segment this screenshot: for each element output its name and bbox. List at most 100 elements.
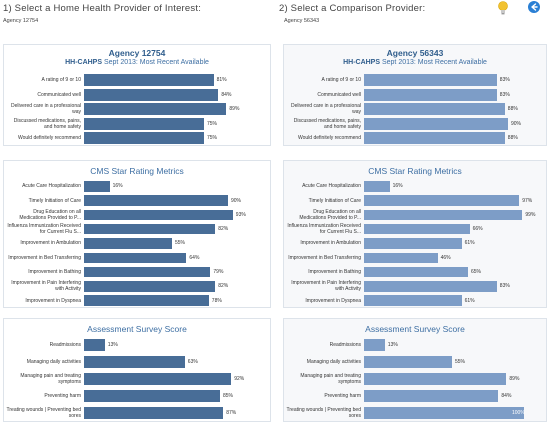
metric-bar[interactable] [84,209,233,221]
hhcaps-title: HH-CAHPS Sept 2013: Most Recent Availabl… [284,59,546,66]
metric-value: 64% [189,254,200,261]
metric-bar[interactable] [84,373,232,385]
metric-bar[interactable] [84,339,105,351]
metric-label: Improvement in Ambulation [20,240,81,247]
metric-value: 13% [107,342,118,348]
metric-bar[interactable] [364,281,497,292]
metric-bar[interactable] [84,281,216,292]
metric-value: 93% [235,211,246,218]
metric-value: 79% [213,269,224,276]
metric-value: 88% [507,106,518,112]
metric-bar[interactable] [364,74,497,86]
metric-value: 46% [440,254,451,261]
metric-value: 75% [207,120,218,127]
metric-label: Improvement in Bathing [28,269,81,276]
metric-bar[interactable] [364,88,497,101]
metric-value: 99% [525,211,536,218]
metric-bar[interactable] [364,103,505,115]
metric-value: 16% [392,183,403,190]
metric-label: Drug Education on all Medications Provid… [19,208,81,221]
metric-value: 90% [511,120,522,127]
metric-bar[interactable] [84,181,110,192]
metric-bar[interactable] [84,88,219,101]
metric-label: Discussed medications, pains, and home s… [13,117,81,130]
metric-label: Readmissions [329,342,361,348]
right-assess-panel: Assessment Survey Score Readmissions 13% Ma… [283,318,547,422]
metric-label: A rating of 9 or 10 [41,77,81,83]
hhcaps-subtitle: Sept 2013: Most Recent Available [102,59,209,66]
provider-select[interactable]: Agency 12754 [3,18,39,24]
metric-bar[interactable] [364,339,385,351]
metric-bar[interactable] [84,117,204,130]
metric-bar[interactable] [84,195,228,206]
metric-bar[interactable] [84,132,204,144]
metric-bar[interactable] [84,356,185,368]
hhcaps-label: HH-CAHPS [343,59,381,66]
metric-bar[interactable] [364,117,508,130]
metric-value: 92% [234,376,245,382]
right-cms-panel: CMS Star Rating Metrics Acute Care Hospit… [283,160,547,308]
metric-bar[interactable] [364,181,390,192]
metric-label: Delivered care in a professional way [10,103,81,115]
cms-title: CMS Star Rating Metrics [368,166,462,176]
metric-bar[interactable] [364,266,468,278]
metric-bar[interactable] [364,209,523,221]
metric-bar[interactable] [84,223,216,235]
metric-bar[interactable] [364,295,462,306]
metric-value: 78% [211,297,222,304]
metric-value: 55% [455,359,466,365]
metric-value: 55% [175,240,186,247]
back-arrow-icon[interactable] [528,1,540,13]
metric-bar[interactable] [364,252,438,263]
metric-label: Managing daily activities [306,359,361,365]
comparison-select[interactable]: Agency 56343 [284,18,320,24]
metric-label: Discussed medications, pains, and home s… [293,117,361,130]
metric-label: Influenza Immunization Received for Curr… [7,223,81,236]
metric-bar[interactable] [84,252,187,263]
hhcaps-subtitle: Sept 2013: Most Recent Available [380,59,487,66]
metric-value: 75% [207,135,218,141]
metric-label: Preventing harm [324,393,361,399]
metric-label: Managing pain and treating symptoms [20,373,81,385]
metric-bar[interactable] [364,223,470,235]
assess-title: Assessment Survey Score [365,324,465,334]
metric-bar[interactable] [84,238,172,249]
metric-label: Improvement in Ambulation [300,240,361,247]
metric-bar[interactable] [364,407,524,419]
metric-value: 16% [112,183,123,190]
metric-label: Preventing harm [44,393,81,399]
metric-label: Timely Initiation of Care [28,197,81,204]
metric-bar[interactable] [84,390,220,402]
metric-bar[interactable] [84,407,224,419]
metric-value: 83% [499,91,510,98]
metric-bar[interactable] [84,295,209,306]
metric-bar[interactable] [84,103,227,115]
metric-bar[interactable] [364,238,462,249]
assess-title: Assessment Survey Score [87,324,187,334]
metric-bar[interactable] [364,132,505,144]
metric-value: 89% [509,376,520,382]
metric-bar[interactable] [364,373,507,385]
metric-value: 83% [499,77,510,83]
metric-value: 61% [464,240,475,247]
lightbulb-icon[interactable] [497,1,509,15]
metric-bar[interactable] [84,74,214,86]
metric-value: 82% [218,226,229,233]
metric-value: 63% [187,359,198,365]
metric-value: 84% [501,393,512,399]
metric-bar[interactable] [364,195,520,206]
metric-value: 87% [226,410,237,416]
metric-label: Timely Initiation of Care [308,197,361,204]
metric-bar[interactable] [84,266,211,278]
metric-value: 97% [522,197,533,204]
metric-bar[interactable] [364,356,452,368]
left-cms-panel: CMS Star Rating Metrics Acute Care Hospit… [3,160,271,308]
metric-label: Improvement in Pain Interfering with Act… [291,280,361,293]
metric-bar[interactable] [364,390,499,402]
metric-label: Improvement in Dyspnea [305,297,361,304]
metric-label: Treating wounds | Preventing bed sores [286,407,362,419]
metric-label: Would definitely recommend [298,135,361,141]
select-provider-label: 1) Select a Home Health Provider of Inte… [3,3,202,14]
metric-label: Acute Care Hospitalization [302,183,361,190]
metric-value: 90% [231,197,242,204]
